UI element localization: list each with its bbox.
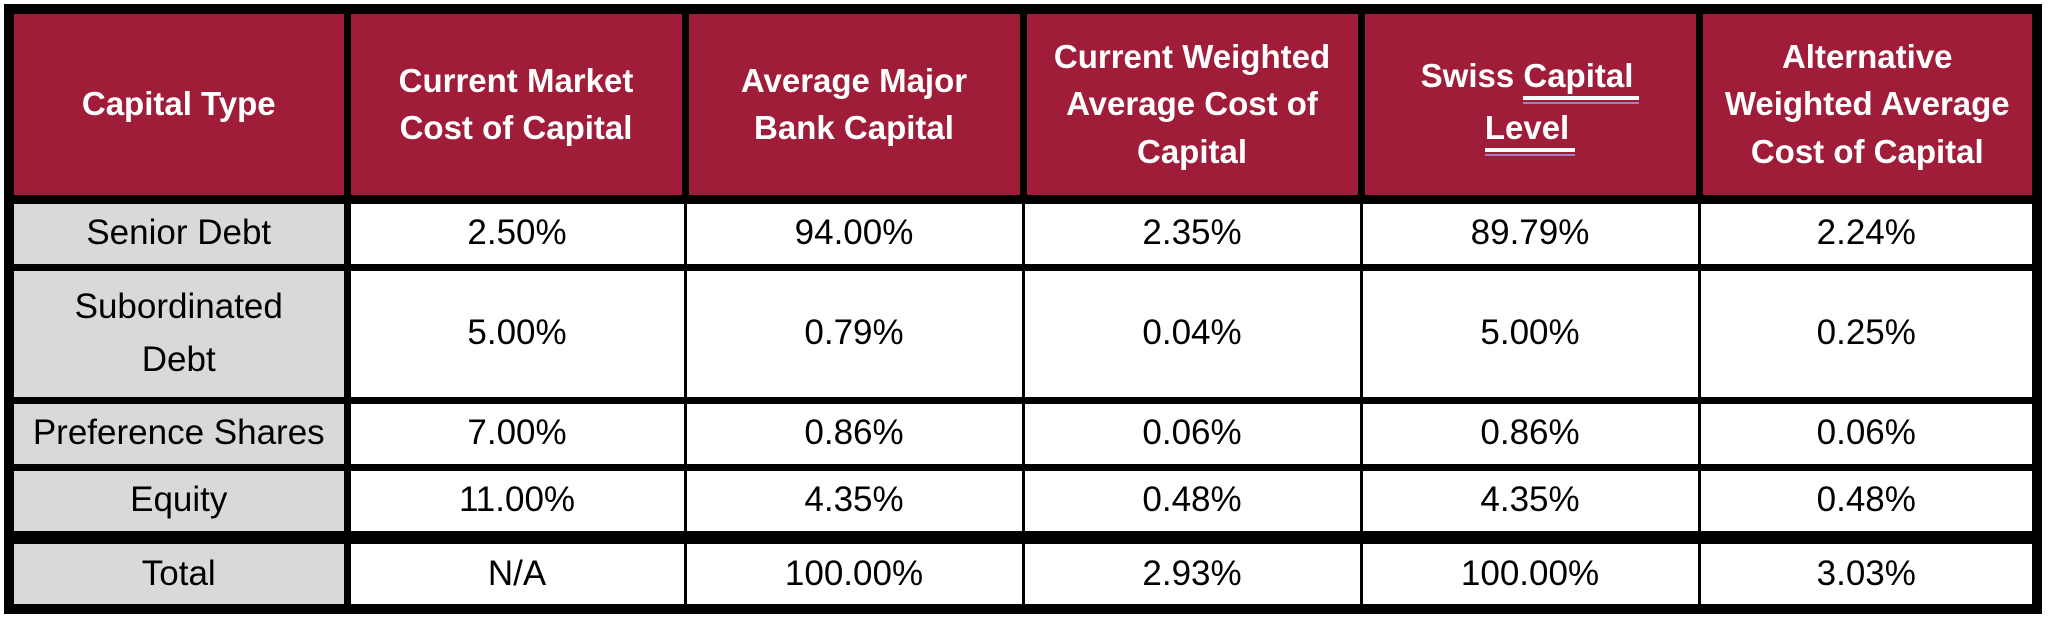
cell-equity-swiss-capital-level: 4.35% xyxy=(1359,463,1701,541)
grammar-underline: Level xyxy=(1484,109,1576,157)
cell-preference-shares-current-wacc: 0.06% xyxy=(1021,396,1363,471)
cell-subordinated-debt-alternative-wacc: 0.25% xyxy=(1697,263,2039,404)
cell-subordinated-debt-current-market-cost: 5.00% xyxy=(345,263,687,404)
header-row: Capital Type Current Market Cost of Capi… xyxy=(5,5,2041,204)
header-line: Average Major xyxy=(740,61,968,99)
row-label-preference-shares: Preference Shares xyxy=(7,396,351,471)
row-label-equity: Equity xyxy=(7,463,351,541)
header-line: Swiss xyxy=(1420,57,1515,95)
row-label-senior-debt: Senior Debt xyxy=(7,195,351,271)
column-header-current-weighted-average-cost-of-capital: Current Weighted Average Cost of Capital xyxy=(1019,5,1365,204)
table-header: Capital Type Current Market Cost of Capi… xyxy=(5,5,2041,204)
cell-subordinated-debt-current-wacc: 0.04% xyxy=(1021,263,1363,404)
table-body: Senior Debt 2.50% 94.00% 2.35% 89.79% 2.… xyxy=(7,195,2039,613)
cell-subordinated-debt-swiss-capital-level: 5.00% xyxy=(1359,263,1701,404)
table-row-total: Total N/A 100.00% 2.93% 100.00% 3.03% xyxy=(7,530,2039,613)
header-line: Capital Type xyxy=(81,85,276,123)
row-label-line: Debt xyxy=(141,339,216,379)
row-label-line: Subordinated xyxy=(74,287,283,327)
cell-total-current-market-cost: N/A xyxy=(345,530,687,613)
row-label-subordinated-debt: Subordinated Debt xyxy=(7,263,351,404)
cell-senior-debt-alternative-wacc: 2.24% xyxy=(1697,195,2039,271)
header-line: Current Weighted xyxy=(1053,37,1331,75)
table-row-subordinated-debt: Subordinated Debt 5.00% 0.79% 0.04% 5.00… xyxy=(7,263,2039,404)
header-line: Weighted Average xyxy=(1724,85,2010,123)
header-line: Capital xyxy=(1136,133,1248,170)
cell-senior-debt-average-major-bank-capital: 94.00% xyxy=(683,195,1025,271)
cell-preference-shares-average-major-bank-capital: 0.86% xyxy=(683,396,1025,471)
header-line: Cost of Capital xyxy=(399,109,633,147)
cell-equity-current-wacc: 0.48% xyxy=(1021,463,1363,541)
cell-equity-alternative-wacc: 0.48% xyxy=(1697,463,2039,541)
row-label-total: Total xyxy=(7,530,351,613)
cell-equity-current-market-cost: 11.00% xyxy=(345,463,687,541)
column-header-current-market-cost-of-capital: Current Market Cost of Capital xyxy=(343,5,689,204)
header-line: Cost of Capital xyxy=(1750,133,1984,170)
cell-senior-debt-current-wacc: 2.35% xyxy=(1021,195,1363,271)
cell-equity-average-major-bank-capital: 4.35% xyxy=(683,463,1025,541)
cell-preference-shares-swiss-capital-level: 0.86% xyxy=(1359,396,1701,471)
column-header-capital-type: Capital Type xyxy=(5,5,351,204)
table-row-senior-debt: Senior Debt 2.50% 94.00% 2.35% 89.79% 2.… xyxy=(7,195,2039,271)
column-header-swiss-capital-level: Swiss Capital Level xyxy=(1357,5,1703,204)
cell-total-alternative-wacc: 3.03% xyxy=(1697,530,2039,613)
cell-total-current-wacc: 2.93% xyxy=(1021,530,1363,613)
capital-cost-table: Capital Type Current Market Cost of Capi… xyxy=(4,4,2042,614)
cell-total-swiss-capital-level: 100.00% xyxy=(1359,530,1701,613)
cell-total-average-major-bank-capital: 100.00% xyxy=(683,530,1025,613)
header-word-underlined: Capital xyxy=(1523,57,1640,101)
column-header-alternative-weighted-average-cost-of-capital: Alternative Weighted Average Cost of Cap… xyxy=(1695,5,2041,204)
header-word-underlined: Level xyxy=(1484,109,1576,153)
table-row-preference-shares: Preference Shares 7.00% 0.86% 0.06% 0.86… xyxy=(7,396,2039,471)
header-line: Current Market xyxy=(398,61,634,99)
header-line: Average Cost of xyxy=(1066,85,1318,123)
cell-subordinated-debt-average-major-bank-capital: 0.79% xyxy=(683,263,1025,404)
cell-senior-debt-swiss-capital-level: 89.79% xyxy=(1359,195,1701,271)
table-row-equity: Equity 11.00% 4.35% 0.48% 4.35% 0.48% xyxy=(7,463,2039,541)
grammar-underline: Capital xyxy=(1523,57,1640,105)
cell-preference-shares-alternative-wacc: 0.06% xyxy=(1697,396,2039,471)
cell-preference-shares-current-market-cost: 7.00% xyxy=(345,396,687,471)
column-header-average-major-bank-capital: Average Major Bank Capital xyxy=(681,5,1027,204)
cell-senior-debt-current-market-cost: 2.50% xyxy=(345,195,687,271)
header-line: Bank Capital xyxy=(754,109,954,147)
header-line: Alternative xyxy=(1781,37,1953,75)
